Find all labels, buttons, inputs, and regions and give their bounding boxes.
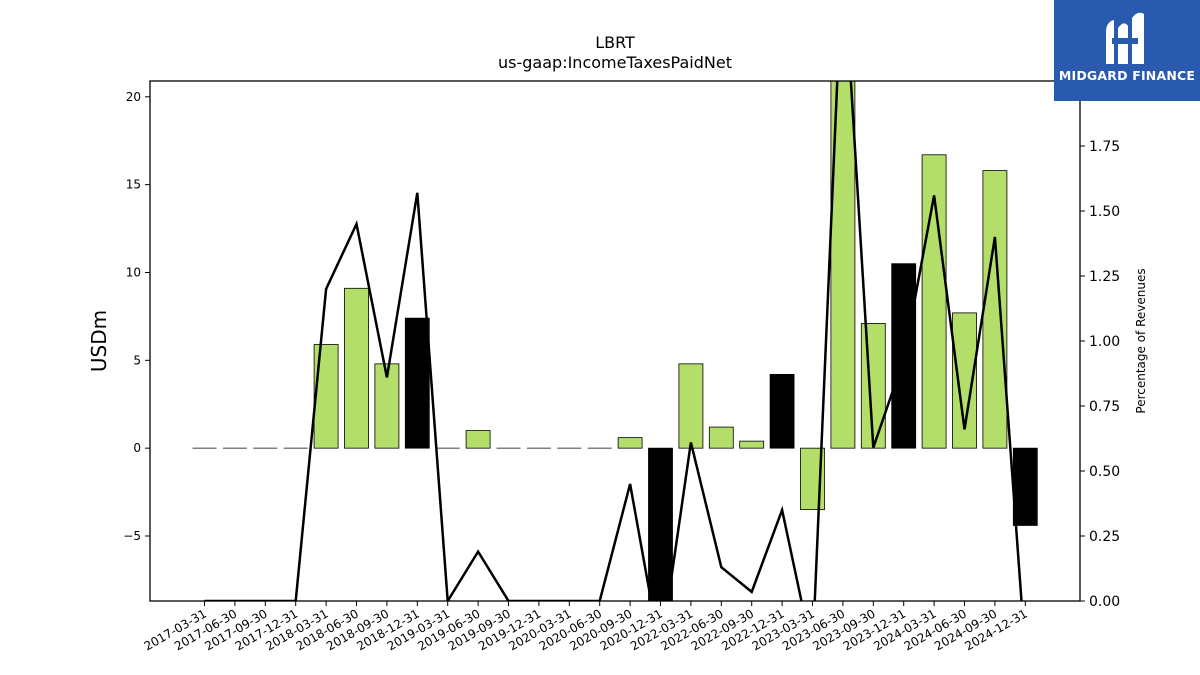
bar [374,363,400,449]
y-tick-label: 20 [126,90,141,104]
bar [617,437,643,449]
line-series [204,81,1023,601]
bar [769,373,795,449]
y-tick-label: 5 [133,353,141,367]
bar [1012,447,1038,526]
bar [465,430,491,449]
y2-tick-label: 1.25 [1089,269,1120,285]
y-tick-label: 0 [133,441,141,455]
y-tick-label: 15 [126,178,141,192]
bars-group [192,81,1038,601]
line-group [204,81,1023,601]
y2-tick-label: 0.25 [1089,529,1120,545]
y-axis-label: USDm [87,310,111,372]
bar [344,287,369,449]
y-tick-label: 10 [126,265,141,279]
y2-tick-label: 1.50 [1089,204,1120,220]
bar [648,447,673,601]
brand-name: MIDGARD FINANCE [1058,68,1196,83]
bar [313,344,339,449]
brand-mark-icon [1106,12,1144,65]
y2-tick-label: 1.75 [1089,139,1120,155]
axes-group: −5 0 5 10 15 20 0.00 0.25 0.50 0.75 1.00 1.25 1.50 1.… [123,80,1120,653]
brand-logo: MIDGARD FINANCE [1054,0,1200,101]
y2-tick-label: 0.50 [1089,464,1120,480]
y-tick-label: −5 [123,529,141,543]
bar [404,317,430,449]
bar [678,363,704,449]
bar [708,426,734,449]
y2-tick-label: 0.75 [1089,399,1120,415]
y2-tick-label: 1.00 [1089,334,1120,350]
chart-subtitle: us-gaap:IncomeTaxesPaidNet [498,53,732,72]
chart-title: LBRT [595,33,635,52]
bar [982,170,1008,449]
y2-tick-label: 0.00 [1089,594,1120,610]
y2-axis-label: Percentage of Revenues [1134,268,1148,413]
bar [739,440,765,449]
